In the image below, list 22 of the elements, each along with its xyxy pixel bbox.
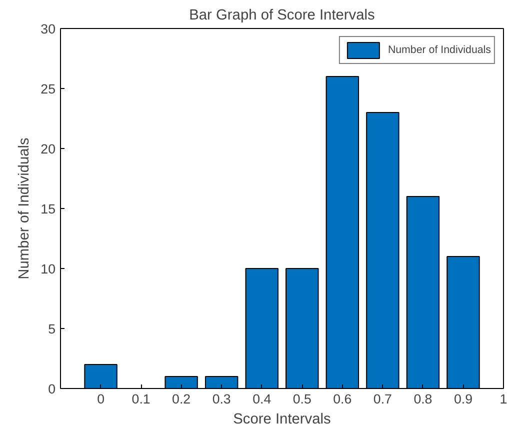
chart-title: Bar Graph of Score Intervals (189, 8, 375, 24)
x-tick-label: 0.2 (172, 392, 191, 406)
y-tick-label: 5 (48, 322, 56, 336)
y-tick-label: 30 (40, 22, 56, 36)
y-axis-title: Number of Individuals (16, 138, 33, 280)
y-tick-label: 15 (40, 202, 56, 216)
x-tick-label: 0.8 (414, 392, 432, 406)
x-tick-label: 0.7 (373, 392, 392, 406)
x-tick-label: 0.5 (292, 392, 312, 406)
x-tick-label: 0.3 (212, 392, 231, 406)
x-tick-label: 0.1 (132, 392, 150, 406)
y-tick-label: 10 (40, 262, 56, 276)
legend-label: Number of Individuals (388, 44, 491, 56)
x-tick-label: 0.9 (454, 392, 472, 406)
x-tick-label: 0 (97, 392, 104, 406)
y-tick-label: 20 (40, 142, 56, 156)
x-axis-title: Score Intervals (233, 412, 331, 428)
y-tick-label: 25 (40, 82, 56, 96)
x-tick-label: 0.4 (252, 392, 272, 406)
y-tick-label: 0 (48, 382, 56, 396)
x-tick-label: 1 (500, 392, 507, 406)
x-tick-label: 0.6 (333, 392, 352, 406)
